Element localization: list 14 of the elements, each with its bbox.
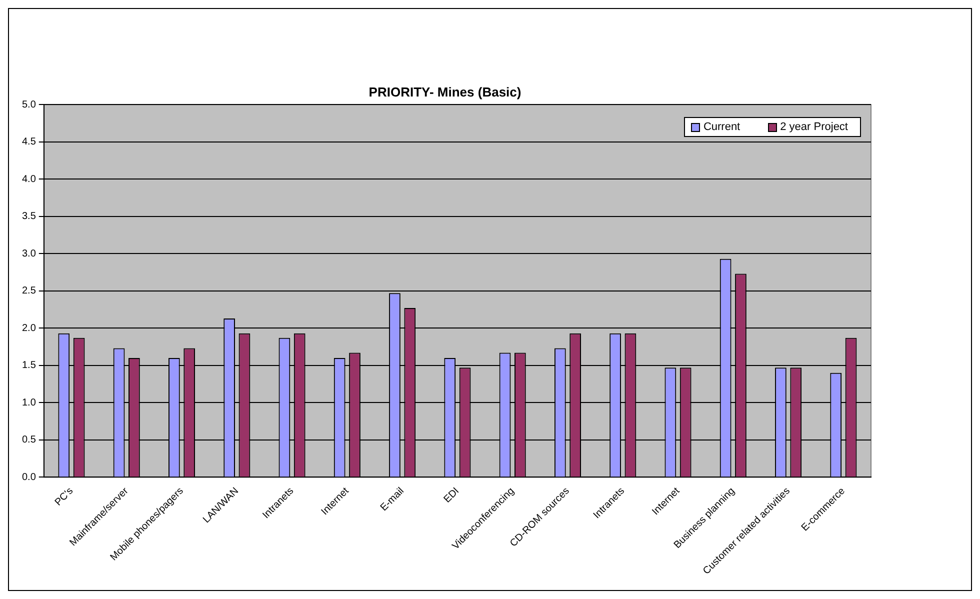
y-tick-label: 4.5 [22, 136, 36, 148]
y-tick-label: 0.5 [22, 434, 36, 446]
legend-label: 2 year Project [780, 121, 848, 133]
y-tick-label: 5.0 [22, 99, 36, 110]
y-tick-label: 3.0 [22, 248, 36, 260]
y-tick-label: 2.0 [22, 322, 36, 334]
legend-label: Current [703, 121, 740, 133]
y-tick-label: 4.0 [22, 174, 36, 185]
chart-title: PRIORITY- Mines (Basic) [368, 84, 522, 100]
y-tick-label: 2.5 [22, 286, 36, 297]
y-tick-label: 1.0 [22, 397, 36, 408]
y-tick-label: 1.5 [22, 360, 36, 372]
y-tick-label: 0.0 [22, 472, 36, 483]
y-tick-label: 3.5 [22, 211, 36, 222]
